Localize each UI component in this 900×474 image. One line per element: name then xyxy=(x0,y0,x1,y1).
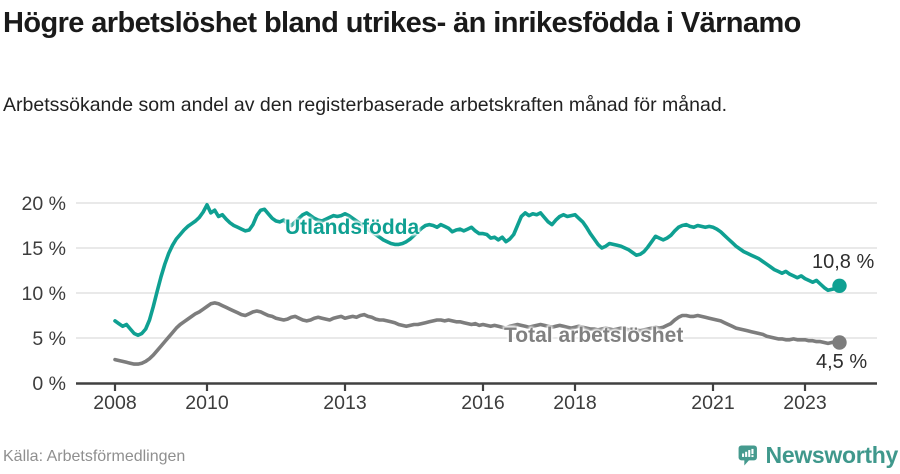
page-title: Högre arbetslöshet bland utrikes- än inr… xyxy=(3,7,801,39)
end-value-total: 4,5 % xyxy=(816,351,868,373)
end-dot-utlandsfodda xyxy=(832,278,847,293)
x-tick-label-2010: 2010 xyxy=(185,392,229,414)
series-label-utlandsfodda: Utlandsfödda xyxy=(285,216,420,239)
source-caption: Källa: Arbetsförmedlingen xyxy=(3,448,186,465)
x-tick-label-2008: 2008 xyxy=(93,392,136,414)
x-tick-label-2018: 2018 xyxy=(553,392,596,414)
newsworthy-brand-name: Newsworthy xyxy=(765,441,899,468)
end-value-utlandsfodda: 10,8 % xyxy=(812,251,875,273)
y-tick-label-10: 10 % xyxy=(22,283,66,305)
y-tick-label-20: 20 % xyxy=(22,193,66,215)
x-tick-label-2021: 2021 xyxy=(691,392,734,414)
line-utlandsfodda xyxy=(113,203,842,338)
y-tick-label-15: 15 % xyxy=(22,238,66,260)
line-total xyxy=(113,301,842,366)
end-dot-total xyxy=(832,335,847,350)
x-tick-label-2013: 2013 xyxy=(323,392,366,414)
series-label-total-arbetsloshet: Total arbetslöshet xyxy=(504,324,684,347)
newsworthy-brand: Newsworthy xyxy=(738,436,898,474)
newsworthy-logo-icon xyxy=(738,444,757,466)
y-tick-label-0: 0 % xyxy=(32,373,66,395)
y-tick-label-5: 5 % xyxy=(32,328,66,350)
page-subtitle: Arbetssökande som andel av den registerb… xyxy=(3,94,728,116)
x-tick-label-2023: 2023 xyxy=(783,392,826,414)
x-tick-label-2016: 2016 xyxy=(461,392,504,414)
